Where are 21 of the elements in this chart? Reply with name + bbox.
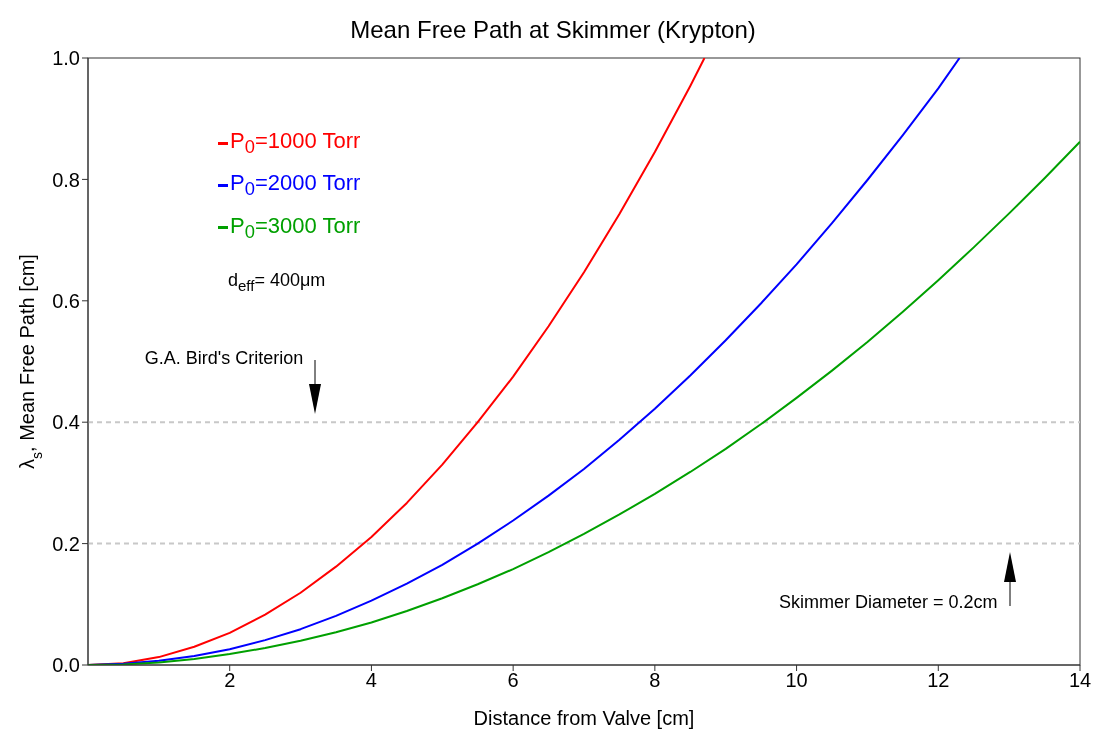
y-tick-label: 0.2 [52, 532, 80, 555]
x-tick-label: 2 [224, 669, 236, 692]
x-tick-label: 12 [927, 669, 950, 692]
x-tick-label: 4 [365, 669, 377, 692]
x-tick-label: 6 [507, 669, 519, 692]
x-tick-label: 10 [785, 669, 808, 692]
x-tick-label: 14 [1068, 669, 1092, 692]
annotation: d$_{eff}$= 400μm [228, 270, 326, 294]
legend-label: P$_{0}$=3000 Torr [230, 212, 361, 244]
x-tick-label: 8 [649, 669, 661, 692]
chart-title: Mean Free Path at Skimmer (Krypton) [349, 16, 757, 44]
y-tick-label: 0.0 [52, 654, 80, 677]
legend-label: P$_{0}$=1000 Torr [230, 128, 361, 159]
annotation: Skimmer Diameter = 0.2cm [779, 591, 998, 613]
annotation: G.A. Bird's Criterion [144, 348, 304, 370]
y-tick-label: 0.4 [52, 411, 80, 434]
y-tick-label: 0.6 [52, 289, 80, 312]
y-tick-label: 1.0 [52, 47, 80, 70]
y-tick-label: 0.8 [52, 168, 80, 191]
legend-label: P$_{0}$=2000 Torr [230, 170, 361, 201]
x-axis-title: Distance from Valve [cm] [473, 707, 695, 729]
